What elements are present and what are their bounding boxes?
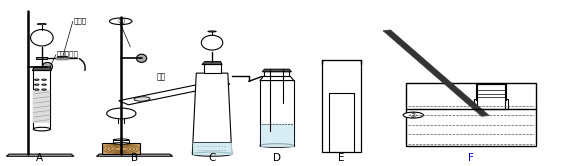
- Bar: [102, 143, 141, 154]
- Circle shape: [34, 84, 39, 85]
- Text: 弹簧夹: 弹簧夹: [74, 17, 87, 24]
- Ellipse shape: [192, 152, 232, 156]
- Ellipse shape: [114, 143, 129, 144]
- Circle shape: [34, 89, 39, 90]
- Ellipse shape: [260, 144, 294, 147]
- Polygon shape: [383, 30, 489, 116]
- Text: B: B: [131, 153, 138, 163]
- Text: E: E: [338, 153, 345, 163]
- Ellipse shape: [37, 23, 46, 25]
- Ellipse shape: [42, 62, 53, 71]
- Bar: [36, 57, 47, 59]
- Ellipse shape: [33, 127, 50, 131]
- Circle shape: [42, 79, 46, 80]
- Polygon shape: [32, 67, 51, 71]
- Ellipse shape: [208, 31, 216, 32]
- Bar: [114, 140, 129, 143]
- Circle shape: [110, 18, 132, 25]
- Bar: [476, 83, 506, 100]
- Polygon shape: [202, 62, 222, 65]
- Bar: [477, 84, 505, 109]
- Ellipse shape: [201, 35, 223, 50]
- Text: C: C: [208, 153, 216, 163]
- Ellipse shape: [114, 139, 129, 141]
- Text: D: D: [273, 153, 281, 163]
- Text: ②: ②: [410, 111, 417, 120]
- Text: 有孔塑料板: 有孔塑料板: [57, 50, 79, 57]
- Polygon shape: [260, 76, 294, 81]
- Ellipse shape: [137, 54, 147, 62]
- Polygon shape: [262, 69, 292, 72]
- Text: ①: ①: [117, 17, 124, 26]
- Circle shape: [403, 112, 423, 118]
- Text: F: F: [468, 153, 474, 163]
- Ellipse shape: [134, 97, 150, 101]
- Bar: [322, 60, 362, 152]
- Bar: [264, 72, 289, 76]
- Circle shape: [42, 84, 46, 85]
- Polygon shape: [97, 154, 172, 156]
- Text: A: A: [36, 153, 42, 163]
- Bar: [406, 83, 536, 146]
- Polygon shape: [6, 154, 74, 156]
- Bar: [203, 64, 220, 73]
- Text: 棉花: 棉花: [157, 73, 166, 82]
- Bar: [474, 99, 508, 109]
- Ellipse shape: [107, 108, 136, 119]
- Bar: [33, 90, 50, 123]
- Circle shape: [34, 79, 39, 80]
- Bar: [33, 70, 50, 129]
- Bar: [57, 56, 67, 59]
- Ellipse shape: [31, 30, 53, 46]
- Polygon shape: [119, 80, 230, 105]
- Circle shape: [42, 89, 46, 90]
- Bar: [260, 80, 294, 146]
- Polygon shape: [192, 73, 232, 154]
